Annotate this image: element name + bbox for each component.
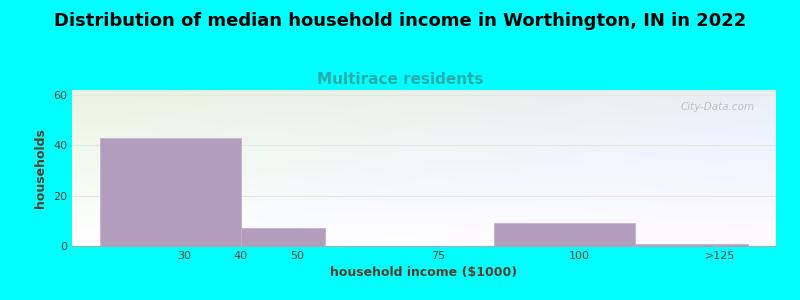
- Text: City-Data.com: City-Data.com: [681, 103, 755, 112]
- Bar: [241, 228, 326, 246]
- Y-axis label: households: households: [34, 128, 47, 208]
- Text: Distribution of median household income in Worthington, IN in 2022: Distribution of median household income …: [54, 12, 746, 30]
- Bar: [635, 244, 748, 246]
- Bar: [100, 138, 241, 246]
- Text: Multirace residents: Multirace residents: [317, 72, 483, 87]
- X-axis label: household income ($1000): household income ($1000): [330, 266, 518, 279]
- Bar: [494, 224, 635, 246]
